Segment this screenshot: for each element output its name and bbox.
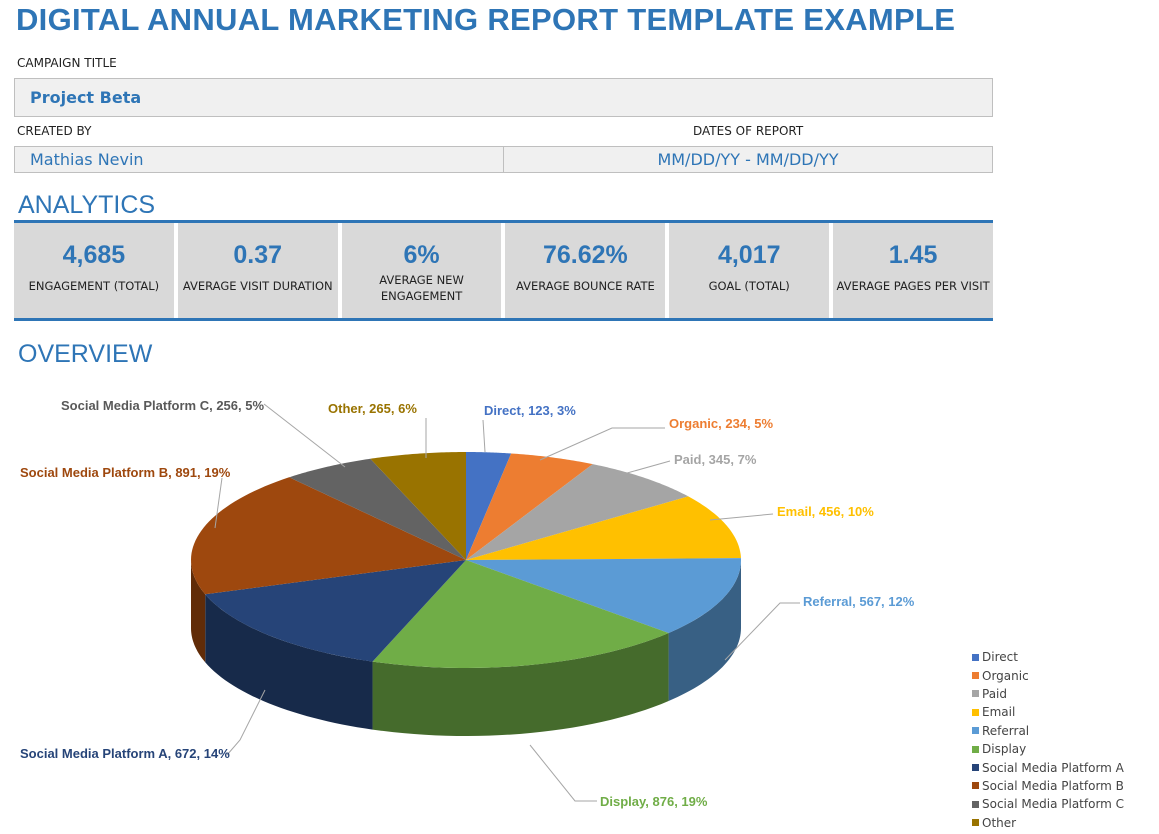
pie-slice-social-media-platform-b[interactable] <box>191 477 466 595</box>
kpi-label: AVERAGE VISIT DURATION <box>182 279 333 293</box>
chart-legend: Direct Organic Paid Email Referral Display Soc… <box>972 648 1124 832</box>
legend-swatch <box>972 800 979 808</box>
created-by-label: CREATED BY <box>17 124 92 138</box>
leader-line <box>724 602 800 661</box>
data-label-display: Display, 876, 19% <box>600 794 708 809</box>
pie-slice-email[interactable] <box>466 496 741 560</box>
legend-label: Other <box>982 815 1017 830</box>
kpi-label: ENGAGEMENT (TOTAL) <box>28 279 160 293</box>
legend-label: Organic <box>982 668 1029 683</box>
kpi-row: 4,685 ENGAGEMENT (TOTAL) 0.37 AVERAGE VISI… <box>14 223 993 318</box>
pie-slice-paid[interactable] <box>466 464 689 560</box>
leader-line <box>226 689 266 756</box>
legend-item: Other <box>972 814 1124 832</box>
legend-swatch <box>972 727 979 735</box>
legend-item: Social Media Platform A <box>972 758 1124 776</box>
legend-label: Email <box>982 705 1016 720</box>
kpi-label: AVERAGE NEW ENGAGEMENT <box>379 273 464 303</box>
kpi-card: 76.62% AVERAGE BOUNCE RATE <box>505 223 666 318</box>
legend-swatch <box>972 819 979 827</box>
pie-side-referral <box>668 560 741 702</box>
kpi-card: 0.37 AVERAGE VISIT DURATION <box>177 223 338 318</box>
kpi-label: AVERAGE PAGES PER VISIT <box>836 279 990 293</box>
created-by-field[interactable]: Mathias Nevin <box>14 146 504 173</box>
leader-line <box>529 744 597 802</box>
legend-swatch <box>972 745 979 753</box>
legend-label: Referral <box>982 723 1030 738</box>
legend-item: Social Media Platform B <box>972 777 1124 795</box>
leader-line <box>214 477 223 529</box>
kpi-value: 4,017 <box>717 241 781 269</box>
leader-line <box>263 403 346 468</box>
leader-line <box>539 427 665 461</box>
pie-slice-social-media-platform-a[interactable] <box>205 560 466 662</box>
legend-label: Social Media Platform B <box>982 778 1124 793</box>
legend-item: Email <box>972 703 1124 721</box>
kpi-label: AVERAGE BOUNCE RATE <box>516 279 655 293</box>
kpi-value: 76.62% <box>543 241 628 269</box>
data-label-email: Email, 456, 10% <box>777 504 874 519</box>
data-label-other: Other, 265, 6% <box>328 401 417 416</box>
data-label-social-a: Social Media Platform A, 672, 14% <box>20 746 230 761</box>
pie-side-social-media-platform-a <box>205 594 373 730</box>
dates-field[interactable]: MM/DD/YY - MM/DD/YY <box>503 146 993 173</box>
legend-label: Direct <box>982 650 1018 665</box>
kpi-value: 4,685 <box>62 241 126 269</box>
legend-label: Paid <box>982 686 1008 701</box>
data-label-organic: Organic, 234, 5% <box>669 416 774 431</box>
data-label-direct: Direct, 123, 3% <box>484 403 576 418</box>
data-label-social-b: Social Media Platform B, 891, 19% <box>20 465 231 480</box>
legend-swatch <box>972 764 979 772</box>
dates-label: DATES OF REPORT <box>693 124 804 138</box>
legend-swatch <box>972 708 979 716</box>
kpi-card: 6% AVERAGE NEW ENGAGEMENT <box>341 223 502 318</box>
legend-item: Organic <box>972 666 1124 684</box>
overview-heading: OVERVIEW <box>18 340 153 368</box>
kpi-value: 1.45 <box>888 241 938 269</box>
legend-item: Display <box>972 740 1124 758</box>
analytics-heading: ANALYTICS <box>18 191 156 219</box>
campaign-title-field[interactable]: Project Beta <box>14 78 993 117</box>
pie-slice-other[interactable] <box>370 452 466 560</box>
pie-slice-organic[interactable] <box>466 453 593 560</box>
pie-side-display <box>372 633 669 736</box>
kpi-card: 4,685 ENGAGEMENT (TOTAL) <box>14 223 174 318</box>
legend-item: Referral <box>972 722 1124 740</box>
pie-slice-referral[interactable] <box>466 558 741 634</box>
kpi-card: 1.45 AVERAGE PAGES PER VISIT <box>833 223 993 318</box>
pie-slice-social-media-platform-c[interactable] <box>289 458 466 560</box>
legend-label: Social Media Platform A <box>982 760 1124 775</box>
kpi-label: GOAL (TOTAL) <box>708 279 790 293</box>
legend-swatch <box>972 653 979 661</box>
kpi-value: 6% <box>403 241 440 269</box>
legend-label: Social Media Platform C <box>982 797 1125 812</box>
legend-item: Social Media Platform C <box>972 795 1124 813</box>
legend-item: Paid <box>972 685 1124 703</box>
data-label-social-c: Social Media Platform C, 256, 5% <box>61 398 265 413</box>
leader-line <box>482 419 486 453</box>
legend-item: Direct <box>972 648 1124 666</box>
divider <box>14 318 993 321</box>
leader-line <box>619 460 671 476</box>
leader-line <box>709 513 774 521</box>
kpi-card: 4,017 GOAL (TOTAL) <box>669 223 830 318</box>
kpi-value: 0.37 <box>233 241 283 269</box>
campaign-title-label: CAMPAIGN TITLE <box>17 56 117 70</box>
data-label-referral: Referral, 567, 12% <box>803 594 915 609</box>
legend-swatch <box>972 672 979 680</box>
pie-slice-display[interactable] <box>372 560 669 668</box>
pie-slice-direct[interactable] <box>466 452 512 560</box>
pie-side-social-media-platform-b <box>191 560 206 663</box>
divider <box>14 220 993 223</box>
page-title: DIGITAL ANNUAL MARKETING REPORT TEMPLATE… <box>16 2 956 37</box>
data-label-paid: Paid, 345, 7% <box>674 452 757 467</box>
legend-label: Display <box>982 742 1027 757</box>
legend-swatch <box>972 782 979 790</box>
legend-swatch <box>972 690 979 698</box>
